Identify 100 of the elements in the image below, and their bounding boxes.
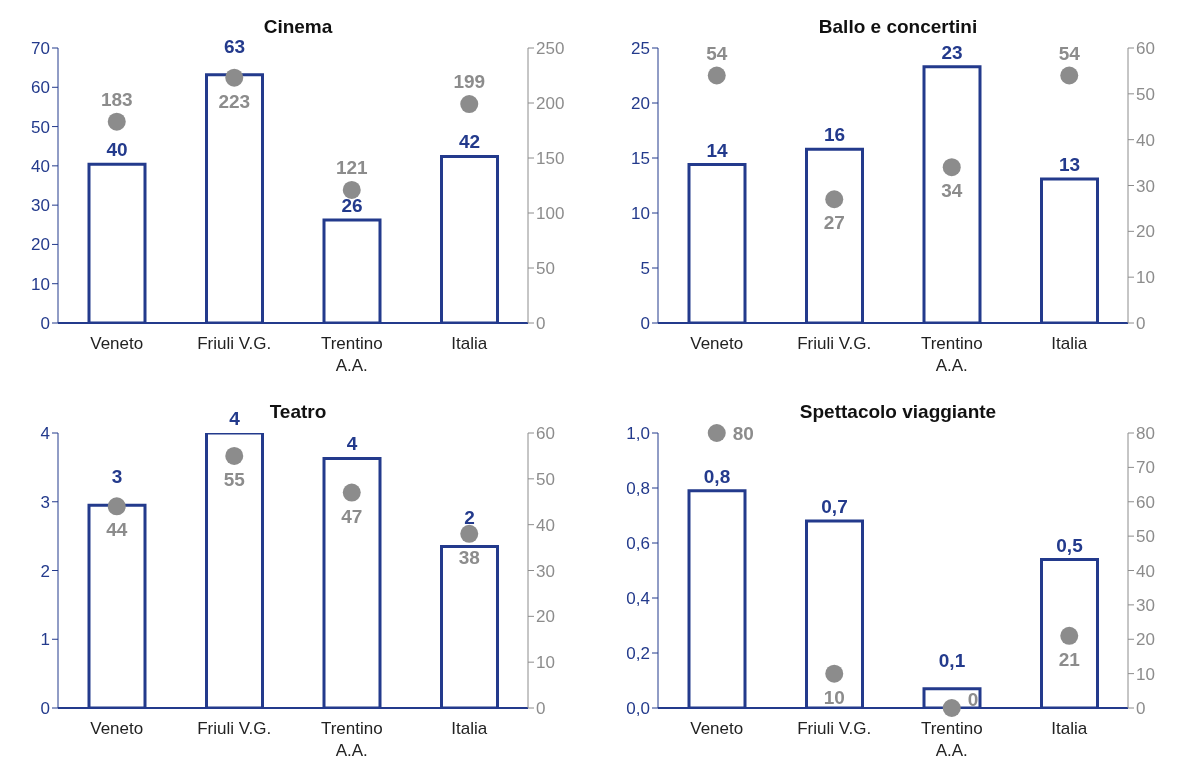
y-tick-label: 20 [31, 235, 50, 255]
data-label: 199 [453, 71, 486, 93]
chart-title: Spettacolo viaggiante [798, 401, 998, 423]
y2-tick-label: 10 [1136, 664, 1155, 684]
data-label: 38 [458, 546, 480, 568]
y2-tick-label: 50 [1136, 84, 1155, 104]
y2-tick-label: 10 [1136, 268, 1155, 288]
y-tick-label: 5 [640, 259, 650, 279]
x-tick-label: Italia [1051, 334, 1088, 353]
y2-tick-label: 100 [536, 204, 565, 224]
chart-title: Cinema [263, 16, 333, 37]
data-label: 10 [823, 686, 845, 708]
data-label: 0,7 [821, 496, 848, 517]
y-tick-label: 0,0 [626, 699, 650, 719]
y-tick-label: 0,8 [626, 479, 650, 499]
y2-tick-label: 20 [1136, 222, 1155, 242]
y2-tick-label: 40 [536, 515, 555, 535]
data-label: 42 [458, 131, 481, 153]
data-label: 54 [706, 42, 728, 64]
point [707, 424, 726, 442]
chart-title: Teatro [269, 401, 327, 422]
point [707, 66, 726, 85]
y-tick-label: 10 [31, 274, 50, 294]
x-tick-label: Italia [451, 719, 488, 738]
x-tick-label: Veneto [90, 719, 144, 738]
y-tick-label: 1 [40, 630, 50, 650]
data-label: 121 [335, 156, 369, 178]
x-tick-label: Friuli V.G. [797, 719, 872, 738]
y-tick-label: 4 [40, 424, 50, 444]
y-tick-label: 3 [40, 492, 50, 512]
data-label: 0 [967, 689, 979, 710]
y-tick-label: 0 [640, 314, 650, 334]
y-tick-label: 70 [31, 39, 50, 59]
data-label: 14 [706, 139, 728, 161]
data-label: 0,8 [703, 465, 731, 487]
data-label: 44 [106, 519, 128, 541]
point [942, 158, 961, 177]
data-label: 40 [106, 139, 128, 161]
y2-tick-label: 30 [536, 561, 555, 581]
x-tick-label: Veneto [690, 719, 744, 738]
y-tick-label: 0 [40, 699, 50, 719]
point [107, 112, 126, 131]
y2-tick-label: 250 [536, 39, 565, 59]
data-label: 183 [100, 88, 133, 110]
data-label: 47 [341, 505, 363, 527]
point [342, 180, 361, 199]
x-tick-label: Friuli V.G. [197, 719, 272, 738]
y2-tick-label: 20 [536, 607, 555, 627]
x-tick-label: Italia [1051, 719, 1088, 738]
data-label: 4 [346, 433, 358, 455]
y2-tick-label: 70 [1136, 458, 1155, 478]
y-tick-label: 2 [40, 561, 50, 581]
data-label: 21 [1058, 648, 1081, 670]
y2-tick-label: 200 [536, 94, 565, 114]
point [107, 497, 126, 516]
data-label: 80 [732, 423, 754, 444]
x-tick-label: Veneto [690, 334, 744, 353]
data-label: 0,5 [1056, 534, 1084, 556]
y2-tick-label: 30 [1136, 176, 1155, 196]
y2-tick-label: 40 [1136, 130, 1155, 150]
y-tick-label: 0,6 [626, 534, 650, 554]
point [225, 446, 244, 465]
point [825, 664, 844, 683]
y2-tick-label: 60 [1136, 39, 1155, 59]
data-label: 54 [1058, 42, 1081, 64]
y2-tick-label: 50 [1136, 527, 1155, 547]
point [225, 68, 244, 87]
x-tick-label: Trentino A.A. [320, 719, 383, 760]
data-label: 223 [218, 90, 251, 112]
y2-tick-label: 0 [1136, 314, 1146, 334]
y-tick-label: 20 [631, 94, 650, 114]
x-tick-label: Trentino A.A. [920, 719, 983, 760]
data-label: 13 [1058, 153, 1081, 175]
y2-tick-label: 0 [536, 314, 546, 334]
x-tick-label: Trentino A.A. [920, 334, 983, 375]
y-tick-label: 0,4 [626, 589, 650, 609]
x-tick-label: Italia [451, 334, 488, 353]
x-tick-label: Veneto [90, 334, 144, 353]
data-label: 16 [823, 124, 846, 146]
y2-tick-label: 50 [536, 469, 555, 489]
y2-tick-label: 60 [536, 424, 555, 444]
y2-tick-label: 30 [1136, 595, 1155, 615]
y-tick-label: 1,0 [626, 424, 650, 444]
y2-tick-label: 60 [1136, 492, 1155, 512]
data-label: 4 [229, 408, 241, 429]
chart-title: Ballo e concertini [817, 16, 979, 38]
data-label: 2 [464, 507, 475, 529]
y-tick-label: 25 [631, 39, 650, 59]
y2-tick-label: 50 [536, 259, 555, 279]
y2-tick-label: 150 [536, 149, 565, 169]
y2-tick-label: 80 [1136, 424, 1155, 444]
data-label: 23 [941, 41, 963, 63]
y-tick-label: 0 [40, 314, 50, 334]
data-label: 0,1 [938, 649, 966, 671]
y2-tick-label: 0 [1136, 699, 1146, 719]
y-tick-label: 0,2 [626, 644, 650, 664]
data-label: 27 [823, 212, 845, 234]
data-label: 26 [341, 195, 363, 217]
data-label: 63 [223, 35, 246, 57]
y-tick-label: 40 [31, 156, 50, 176]
